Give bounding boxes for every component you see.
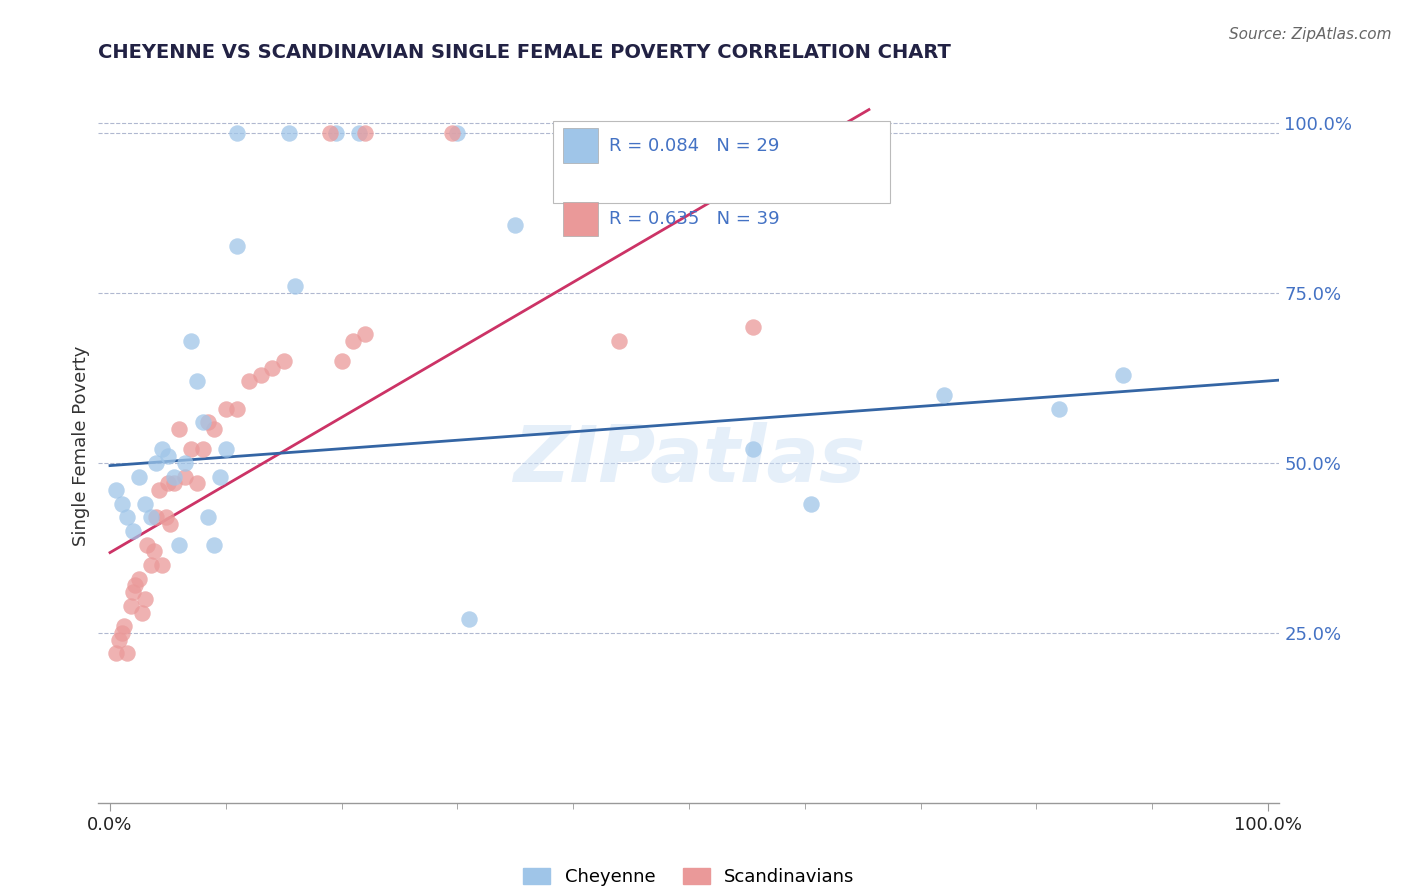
Text: ZIPatlas: ZIPatlas [513,422,865,499]
Point [186,375,208,389]
Point [117,646,139,660]
FancyBboxPatch shape [562,128,598,162]
Point [932,388,955,402]
Point [124,578,146,592]
Point [131,606,153,620]
Point [128,469,150,483]
Point [156,476,179,491]
Point [215,401,238,416]
Point [226,238,249,252]
Point [108,632,131,647]
Text: R = 0.084   N = 29: R = 0.084 N = 29 [609,136,779,154]
Point [104,483,127,498]
Point [163,469,186,483]
Point [150,442,173,457]
Point [458,612,481,626]
Point [347,127,370,141]
Point [145,510,167,524]
Legend: Cheyenne, Scandinavians: Cheyenne, Scandinavians [516,861,862,892]
Point [180,442,202,457]
Point [503,218,526,232]
Point [215,442,238,457]
Point [139,510,162,524]
Point [159,517,181,532]
Point [128,572,150,586]
Point [342,334,364,348]
Point [191,442,214,457]
Point [741,320,763,334]
Point [174,469,197,483]
Point [117,510,139,524]
Point [197,510,219,524]
Point [122,585,145,599]
Point [249,368,271,382]
Point [446,127,468,141]
Point [330,354,353,368]
Point [180,334,202,348]
Text: Source: ZipAtlas.com: Source: ZipAtlas.com [1229,27,1392,42]
Y-axis label: Single Female Poverty: Single Female Poverty [72,346,90,546]
Point [112,619,135,633]
Point [319,127,342,141]
Point [145,456,167,470]
Point [208,469,231,483]
FancyBboxPatch shape [562,202,598,236]
Point [186,476,208,491]
Point [226,127,249,141]
Point [163,476,186,491]
Point [1112,368,1135,382]
Point [325,127,347,141]
Point [202,537,225,551]
Point [609,334,631,348]
Point [278,127,301,141]
Text: R = 0.635   N = 39: R = 0.635 N = 39 [609,211,779,228]
Point [134,497,156,511]
Point [799,497,821,511]
Point [155,510,177,524]
Point [226,401,249,416]
Point [1049,401,1071,416]
Point [139,558,162,572]
Point [150,558,173,572]
Point [191,415,214,429]
Point [273,354,295,368]
Point [202,422,225,436]
Point [120,599,142,613]
Point [134,591,156,606]
Point [169,537,191,551]
Point [169,422,191,436]
Point [110,497,132,511]
Point [262,360,284,375]
Point [122,524,145,538]
Point [110,626,132,640]
FancyBboxPatch shape [553,121,890,203]
Point [238,375,260,389]
Point [440,127,463,141]
Point [197,415,219,429]
Point [741,442,763,457]
Text: CHEYENNE VS SCANDINAVIAN SINGLE FEMALE POVERTY CORRELATION CHART: CHEYENNE VS SCANDINAVIAN SINGLE FEMALE P… [98,44,952,62]
Point [284,279,307,293]
Point [104,646,127,660]
Point [136,537,159,551]
Point [353,326,375,341]
Point [353,127,375,141]
Point [156,449,179,463]
Point [148,483,170,498]
Point [174,456,197,470]
Point [143,544,166,558]
